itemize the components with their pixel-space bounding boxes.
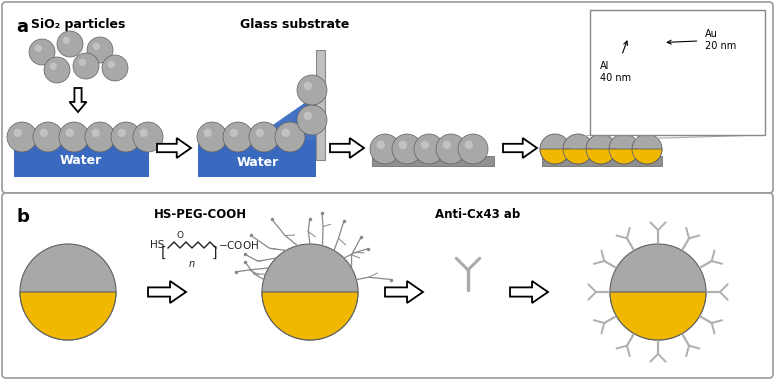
Circle shape	[586, 134, 616, 164]
Text: a: a	[16, 18, 28, 36]
Wedge shape	[20, 292, 116, 340]
Circle shape	[63, 37, 70, 44]
Circle shape	[85, 122, 115, 152]
Circle shape	[229, 128, 238, 137]
Circle shape	[540, 134, 570, 164]
Text: b: b	[16, 208, 29, 226]
Wedge shape	[595, 140, 685, 230]
Circle shape	[465, 141, 473, 149]
Text: O: O	[176, 231, 183, 239]
Polygon shape	[503, 138, 537, 158]
Wedge shape	[610, 292, 706, 340]
Circle shape	[57, 31, 83, 57]
Circle shape	[249, 122, 279, 152]
Circle shape	[108, 61, 115, 68]
Circle shape	[87, 37, 113, 63]
Text: [: [	[160, 246, 166, 260]
Bar	[316, 50, 325, 160]
Text: Water: Water	[60, 154, 102, 166]
Circle shape	[392, 134, 422, 164]
Circle shape	[414, 134, 444, 164]
Circle shape	[262, 244, 358, 340]
Text: ]: ]	[211, 246, 217, 260]
Text: HS-PEG-COOH: HS-PEG-COOH	[153, 208, 246, 221]
Circle shape	[102, 55, 128, 81]
Circle shape	[297, 105, 327, 135]
Text: $-$COOH: $-$COOH	[218, 239, 259, 251]
Polygon shape	[198, 95, 316, 177]
Circle shape	[458, 134, 488, 164]
Circle shape	[443, 141, 451, 149]
Wedge shape	[262, 292, 358, 340]
Circle shape	[29, 39, 55, 65]
Circle shape	[73, 53, 99, 79]
Text: Au
20 nm: Au 20 nm	[667, 29, 737, 51]
FancyBboxPatch shape	[2, 193, 773, 378]
Circle shape	[40, 128, 48, 137]
Circle shape	[78, 59, 86, 66]
Circle shape	[35, 45, 42, 52]
Text: Water: Water	[237, 155, 279, 168]
Circle shape	[377, 141, 385, 149]
Circle shape	[281, 128, 290, 137]
Circle shape	[92, 128, 100, 137]
Text: Glass substrate: Glass substrate	[240, 18, 350, 31]
Polygon shape	[148, 281, 186, 303]
Circle shape	[140, 128, 148, 137]
Polygon shape	[157, 138, 191, 158]
FancyBboxPatch shape	[2, 2, 773, 193]
Circle shape	[7, 122, 37, 152]
Polygon shape	[330, 138, 364, 158]
Wedge shape	[609, 149, 639, 164]
Circle shape	[256, 128, 264, 137]
Polygon shape	[69, 88, 86, 112]
Text: HS: HS	[150, 240, 165, 250]
Bar	[198, 140, 316, 177]
Wedge shape	[595, 140, 714, 259]
Circle shape	[370, 134, 400, 164]
Circle shape	[92, 43, 100, 50]
Circle shape	[632, 134, 662, 164]
Bar	[14, 140, 149, 177]
Bar	[372, 156, 494, 166]
Circle shape	[59, 122, 89, 152]
Circle shape	[133, 122, 163, 152]
Circle shape	[420, 141, 429, 149]
Wedge shape	[632, 149, 662, 164]
Circle shape	[223, 122, 253, 152]
Circle shape	[204, 128, 212, 137]
Circle shape	[609, 134, 639, 164]
Text: Anti-Cx43 ab: Anti-Cx43 ab	[435, 208, 521, 221]
Bar	[590, 10, 765, 135]
Circle shape	[399, 141, 407, 149]
Wedge shape	[563, 149, 593, 164]
Circle shape	[436, 134, 466, 164]
Circle shape	[14, 128, 22, 137]
Circle shape	[304, 112, 312, 120]
Circle shape	[111, 122, 141, 152]
Circle shape	[65, 128, 74, 137]
Wedge shape	[595, 140, 703, 248]
Wedge shape	[540, 149, 570, 164]
Text: SiO₂ particles: SiO₂ particles	[31, 18, 125, 31]
Circle shape	[297, 75, 327, 105]
Circle shape	[275, 122, 305, 152]
Circle shape	[20, 244, 116, 340]
Text: Al
40 nm: Al 40 nm	[600, 41, 631, 83]
Circle shape	[563, 134, 593, 164]
Circle shape	[44, 57, 70, 83]
Circle shape	[197, 122, 227, 152]
Polygon shape	[510, 281, 548, 303]
Bar	[542, 156, 662, 166]
Polygon shape	[385, 281, 423, 303]
Circle shape	[304, 82, 312, 90]
Circle shape	[33, 122, 63, 152]
Circle shape	[50, 63, 57, 70]
Wedge shape	[586, 149, 616, 164]
Text: $n$: $n$	[188, 259, 196, 269]
Circle shape	[610, 244, 706, 340]
Circle shape	[117, 128, 126, 137]
